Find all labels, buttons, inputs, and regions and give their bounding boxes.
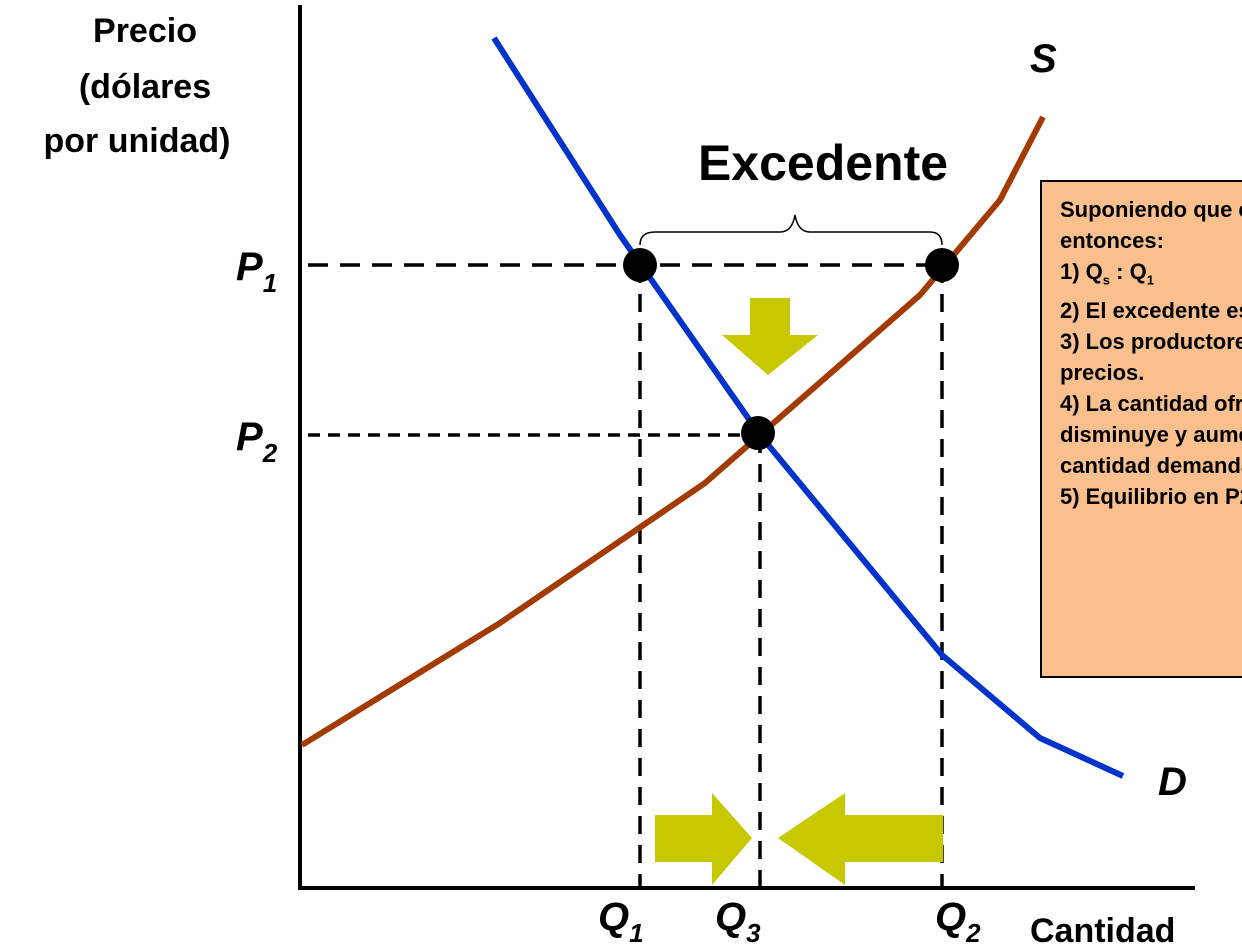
supply-curve [300,115,1046,748]
demand-label: D [1158,760,1187,804]
p1-label: P1 [236,245,277,298]
q1-label: Q1 [598,895,644,948]
guide-lines [308,263,945,888]
price-down-arrow [722,298,818,375]
supply-label: S [1030,37,1057,81]
y-axis-label-line-1: Precio [93,12,197,50]
explanation-line-3: 1) Qs : Q1 [1060,259,1154,288]
q3-label: Q3 [715,895,761,948]
quantity-left-arrow [778,793,943,885]
surplus-brace [639,214,943,246]
demand-point-p1 [623,248,657,282]
explanation-line-5: 3) Los productores bajan los [1060,329,1242,355]
y-axis-label-line-2: (dólares [79,68,211,106]
explanation-line-4: 2) El excedente es Q2 - Q1. [1060,298,1242,324]
q1-subscript: 1 [629,918,643,948]
q2-label: Q2 [935,895,981,948]
surplus-label: Excedente [698,135,948,191]
q3-subscript: 3 [746,918,761,948]
x-axis-label: Cantidad [1030,912,1175,950]
p1-subscript: 1 [263,268,277,298]
explanation-line-10: 5) Equilibrio en P2, Q3 [1060,484,1242,510]
demand-curve [491,36,1125,779]
explanation-line-2: entonces: [1060,228,1164,253]
explanation-box: Suponiendo que el precio es P1, entonces… [1040,180,1242,678]
equilibrium-point [741,416,775,450]
p2-label: P2 [236,415,278,468]
explanation-line-6: precios. [1060,360,1145,386]
quantity-right-arrow [655,793,752,885]
explanation-line-1: Suponiendo que el precio es P1, [1060,197,1242,222]
explanation-line-7: 4) La cantidad ofrecida [1060,391,1242,417]
explanation-line-9: cantidad demandada. [1060,453,1242,479]
supply-point-p1 [925,248,959,282]
explanation-line-8: disminuye y aumenta la [1060,422,1242,448]
p2-subscript: 2 [262,438,278,468]
q2-subscript: 2 [965,918,981,948]
y-axis-label-line-3: por unidad) [44,122,231,160]
